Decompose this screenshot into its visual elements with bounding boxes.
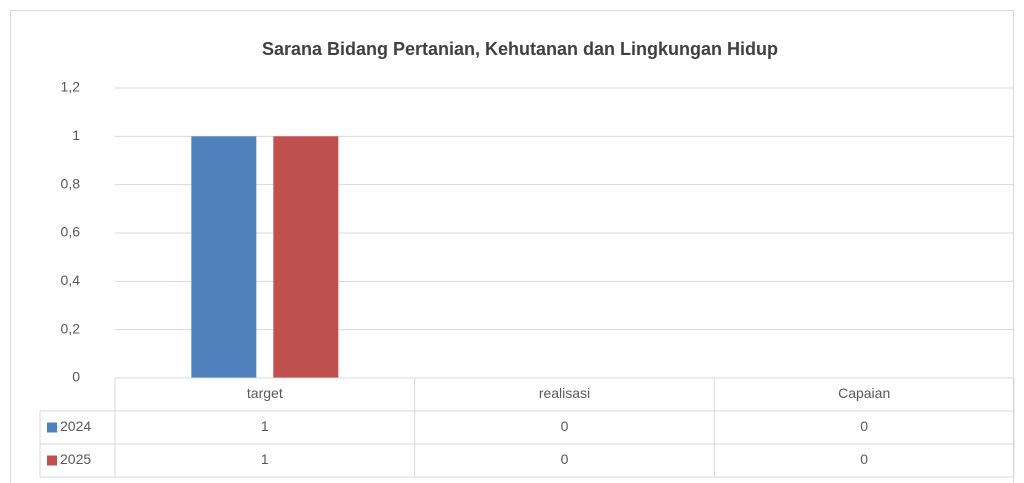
table-value: 0 — [561, 451, 569, 467]
y-tick-label: 1,2 — [61, 79, 81, 95]
legend-key — [47, 422, 57, 433]
table-value: 1 — [261, 418, 269, 434]
x-tick-label: realisasi — [539, 385, 590, 401]
bar — [191, 136, 257, 378]
y-tick-label: 0,2 — [61, 320, 81, 336]
table-value: 1 — [261, 451, 269, 467]
x-tick-label: target — [247, 385, 283, 401]
table-value: 0 — [860, 418, 868, 434]
legend-label: 2025 — [60, 451, 91, 467]
table-value: 0 — [561, 418, 569, 434]
y-tick-label: 1 — [72, 127, 80, 143]
chart-title: Sarana Bidang Pertanian, Kehutanan dan L… — [262, 39, 778, 59]
y-tick-label: 0,6 — [61, 224, 81, 240]
x-tick-label: Capaian — [838, 385, 890, 401]
bar — [273, 136, 339, 378]
legend-label: 2024 — [60, 418, 91, 434]
y-tick-label: 0,4 — [61, 272, 81, 288]
y-tick-label: 0 — [72, 369, 80, 385]
chart-border — [10, 10, 1014, 483]
legend-key — [47, 455, 57, 466]
table-value: 0 — [860, 451, 868, 467]
y-tick-label: 0,8 — [61, 175, 81, 191]
